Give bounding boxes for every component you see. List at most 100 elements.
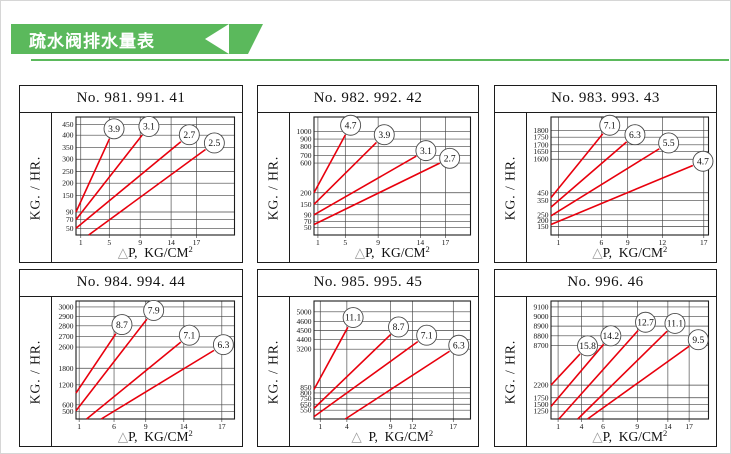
data-line xyxy=(313,134,347,194)
data-point-circle xyxy=(340,114,362,136)
chart-panel: No. 983. 993. 43 KG. / HR. 1800 1750 1700 165… xyxy=(494,85,717,263)
x-axis-title: △P, KG/CM2 xyxy=(592,244,667,260)
data-point-circle xyxy=(143,299,165,321)
x-axis-title: △P, KG/CM2 xyxy=(118,244,193,260)
data-line xyxy=(587,345,690,420)
y-tick-label: 1750 xyxy=(534,393,549,402)
data-line xyxy=(313,155,417,216)
x-tick-label: 12 xyxy=(409,422,417,431)
x-tick-label: 14 xyxy=(180,422,188,431)
data-point-circle xyxy=(212,334,234,356)
chart-title: No. 985. 995. 45 xyxy=(258,270,478,297)
y-tick-label: 250 xyxy=(537,210,549,219)
data-line xyxy=(313,341,419,418)
data-line xyxy=(313,326,349,390)
data-point-label: 7.1 xyxy=(421,331,433,341)
x-tick-label: 17 xyxy=(700,238,708,247)
data-line xyxy=(550,343,605,407)
data-point-circle xyxy=(599,114,621,136)
data-point-circle xyxy=(178,124,200,146)
data-point-circle xyxy=(439,147,461,169)
y-tick-label: 1600 xyxy=(534,155,549,164)
chart-title: No. 984. 994. 44 xyxy=(20,270,242,297)
x-tick-label: 17 xyxy=(442,238,450,247)
chart-panel: No. 985. 995. 45 KG. / HR. 5000 4600 4500 440… xyxy=(257,269,479,447)
y-axis-label-column: KG. / HR. xyxy=(20,297,52,446)
y-tick-label: 70 xyxy=(66,215,74,224)
y-tick-label: 1750 xyxy=(534,133,549,142)
data-point-circle xyxy=(687,329,709,351)
data-line xyxy=(550,164,694,226)
x-axis-title: △P, KG/CM2 xyxy=(355,244,430,260)
series: 4.7 3.9 3.1 2.7 xyxy=(313,114,461,226)
data-point-label: 3.1 xyxy=(420,147,432,157)
plot-border xyxy=(550,116,710,236)
data-point-label: 4.7 xyxy=(697,157,709,167)
data-point-label: 12.7 xyxy=(637,318,654,328)
y-tick-label: 500 xyxy=(62,407,74,416)
x-tick-label: 17 xyxy=(218,422,226,431)
data-point-label: 2.7 xyxy=(444,155,456,165)
data-point-label: 9.5 xyxy=(692,336,704,346)
data-point-circle xyxy=(624,124,646,146)
y-tick-label: 1500 xyxy=(534,400,549,409)
y-tick-label: 1800 xyxy=(59,364,74,373)
y-axis-label: KG. / HR. xyxy=(27,339,43,404)
x-axis-title: △ P, KG/CM2 xyxy=(351,428,433,444)
chart-panel: No. 996. 46 KG. / HR. 9100 9000 8900 8800 8700… xyxy=(494,269,717,447)
data-line xyxy=(550,141,628,208)
y-tick-label: 700 xyxy=(300,151,312,160)
data-point-circle xyxy=(203,132,225,154)
x-tick-label: 9 xyxy=(626,238,630,247)
x-tick-label: 9 xyxy=(138,238,142,247)
x-tick-label: 17 xyxy=(193,238,201,247)
y-tick-label: 8700 xyxy=(534,341,549,350)
y-tick-label: 450 xyxy=(537,188,549,197)
y-tick-label: 2600 xyxy=(59,343,74,352)
header-underline xyxy=(31,59,729,61)
y-tick-label: 450 xyxy=(62,120,74,129)
y-tick-label: 400 xyxy=(62,131,74,140)
x-tick-label: 6 xyxy=(112,422,116,431)
x-axis-title: △P, KG/CM2 xyxy=(592,428,667,444)
y-tick-label: 2800 xyxy=(59,321,74,330)
data-point-circle xyxy=(664,312,686,334)
data-point-circle xyxy=(658,132,680,154)
y-tick-label: 3200 xyxy=(297,345,312,354)
data-point-label: 3.9 xyxy=(108,125,120,135)
y-tick-label: 8900 xyxy=(534,322,549,331)
y-tick-label: 5000 xyxy=(297,307,312,316)
series: 8.7 7.9 7.1 6.3 xyxy=(75,299,234,420)
data-line xyxy=(577,330,668,420)
series: 11.1 8.7 7.1 6.3 xyxy=(313,307,470,420)
y-axis-label: KG. / HR. xyxy=(27,155,43,220)
data-point-label: 11.1 xyxy=(345,314,362,324)
data-point-label: 6.3 xyxy=(629,131,641,141)
data-point-circle xyxy=(577,335,598,357)
y-tick-label: 250 xyxy=(62,167,74,176)
chart-panel: No. 984. 994. 44 KG. / HR. 3000 2900 2800 270… xyxy=(19,269,243,447)
data-point-circle xyxy=(342,307,364,328)
y-axis-label-column: KG. / HR. xyxy=(495,297,527,446)
chart-title: No. 996. 46 xyxy=(495,270,716,297)
y-tick-label: 1200 xyxy=(59,380,74,389)
y-tick-label: 2900 xyxy=(59,312,74,321)
x-axis-title: △P, KG/CM2 xyxy=(118,428,193,444)
data-point-label: 2.5 xyxy=(208,139,220,149)
x-tick-label: 4 xyxy=(580,422,584,431)
y-tick-label: 350 xyxy=(537,196,549,205)
data-point-circle xyxy=(600,325,622,347)
x-tick-label: 1 xyxy=(77,422,81,431)
x-tick-label: 14 xyxy=(664,422,672,431)
data-line xyxy=(75,333,117,394)
plot-border xyxy=(75,116,236,236)
y-tick-label: 850 xyxy=(300,383,312,392)
x-tick-label: 9 xyxy=(635,422,639,431)
grid xyxy=(551,301,709,422)
data-point-circle xyxy=(388,316,409,338)
data-point-label: 3.9 xyxy=(378,131,390,141)
x-tick-label: 1 xyxy=(557,238,561,247)
